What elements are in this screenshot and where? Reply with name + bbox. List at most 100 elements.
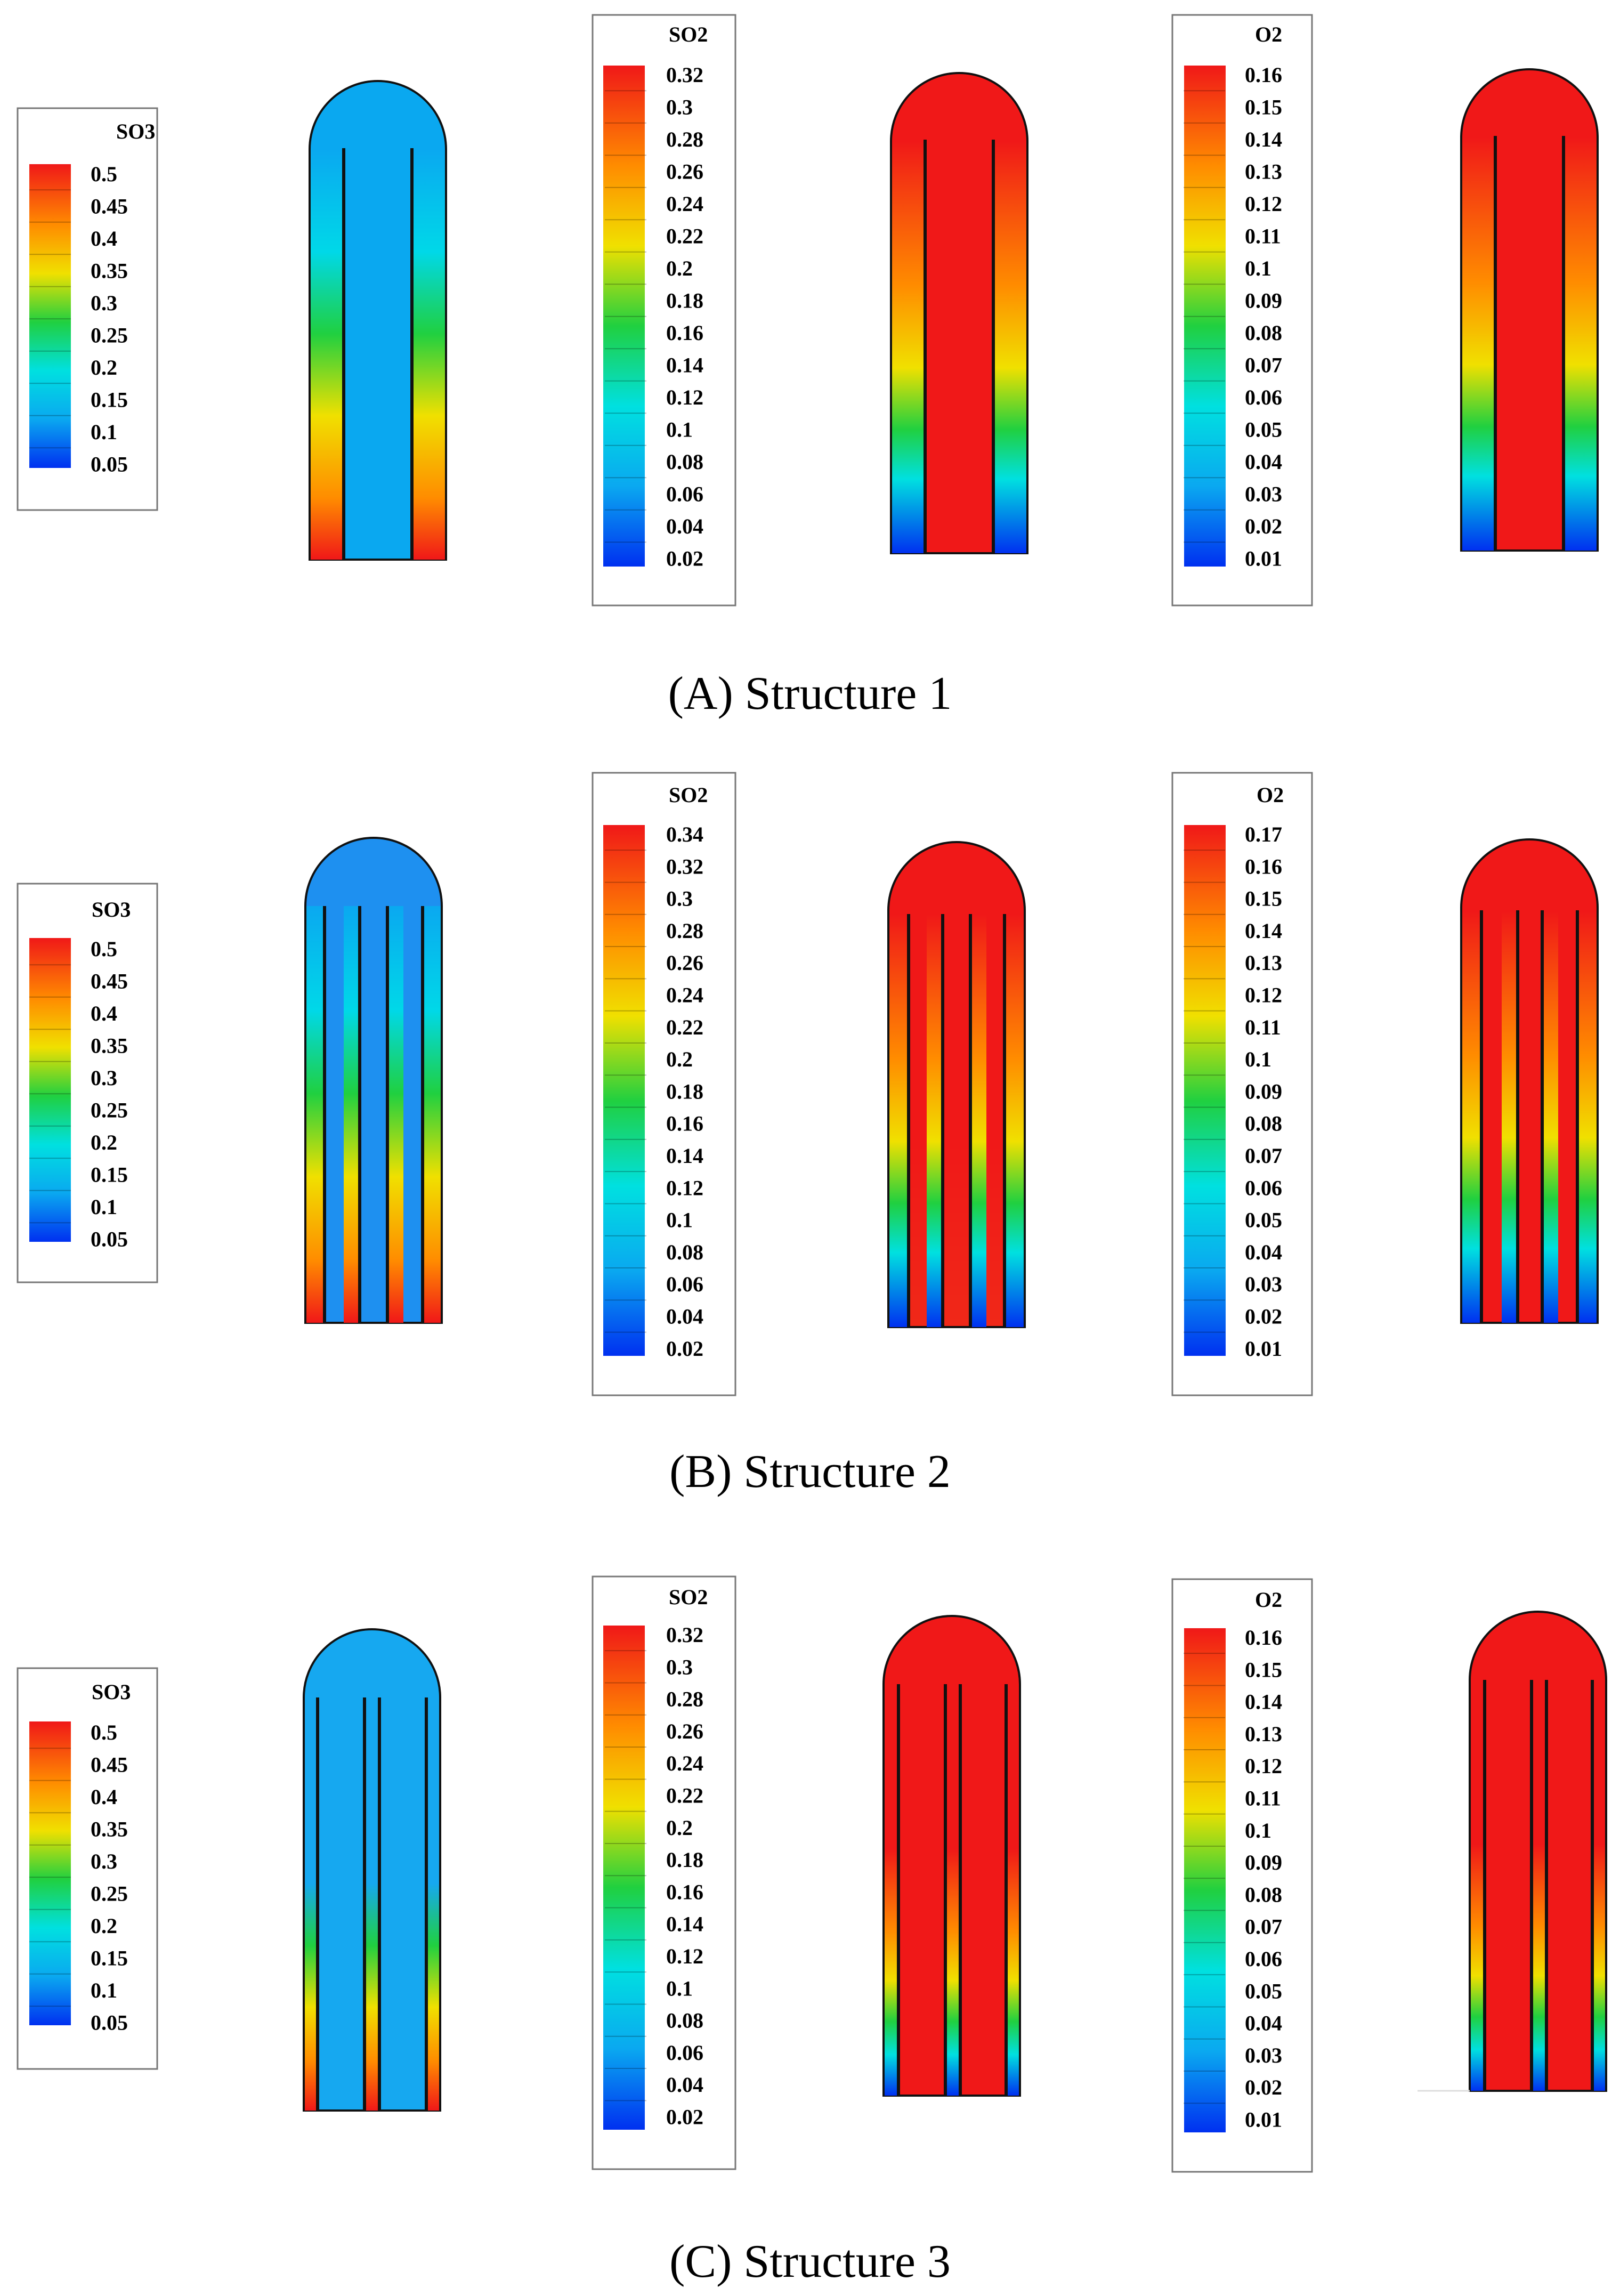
legend-ticks: 0.5 0.45 0.4 0.35 0.3 0.25 0.2 0.15 0.1 0.05	[29, 1720, 128, 2035]
panel-a: SO3 0.50.450.40.350.30.250.20.150.10.05 …	[17, 14, 1599, 719]
legend-tick-label: 0.3	[91, 1849, 117, 1873]
legend-tick-label: 0.45	[91, 969, 128, 993]
legend-tick-label: 0.26	[666, 160, 703, 184]
legend-tick-label: 0.25	[91, 1098, 128, 1122]
legend-tick-label: 0.06	[1245, 1176, 1282, 1200]
legend-tick-label: 0.01	[1245, 2108, 1282, 2132]
legend-title: O2	[1257, 783, 1284, 807]
legend-tick-label: 0.05	[1245, 1979, 1282, 2003]
panel-caption: (C) Structure 3	[669, 2236, 951, 2287]
legend-tick-label: 0.14	[666, 1912, 703, 1936]
legend-tick-label: 0.34	[666, 822, 703, 846]
legend-tick-label: 0.24	[666, 983, 703, 1007]
legend-tick-label: 0.2	[91, 1914, 117, 1938]
legend-tick-label: 0.02	[1245, 1305, 1282, 1329]
legend-tick-label: 0.05	[91, 1227, 128, 1251]
legend-tick-label: 0.3	[666, 95, 693, 119]
legend-tick-label: 0.18	[666, 289, 703, 313]
legend-ticks: 0.32 0.3 0.28 0.26 0.24 0.22 0.2 0.18 0.16 0.14 0.…	[605, 1623, 703, 2129]
contour-o2-c	[1418, 1611, 1607, 2092]
legend-tick-label: 0.06	[1245, 1947, 1282, 1971]
legend-tick-label: 0.45	[91, 1753, 128, 1777]
legend-title: SO2	[669, 22, 708, 46]
legend-tick-label: 0.1	[1245, 1818, 1271, 1842]
legend-ticks: 0.5 0.45 0.4 0.35 0.3 0.25 0.2 0.15 0.1 0.05	[29, 937, 128, 1251]
legend-tick-label: 0.04	[1245, 2011, 1282, 2035]
legend-tick-label: 0.28	[666, 919, 703, 943]
legend-tick-label: 0.35	[91, 1034, 128, 1058]
legend-tick-label: 0.18	[666, 1848, 703, 1872]
legend-title: O2	[1255, 22, 1282, 46]
legend-title: SO3	[92, 898, 131, 921]
legend-tick-label: 0.15	[91, 1163, 128, 1187]
legend-so2-b: SO2 0.340.320.30.280.260.240.220.20.180.…	[592, 772, 736, 1396]
legend-tick-label: 0.07	[1245, 353, 1282, 377]
legend-ticks: 0.32 0.3 0.28 0.26 0.24 0.22 0.2 0.18 0.16 0.14 0.…	[605, 63, 703, 571]
legend-tick-label: 0.1	[91, 1195, 117, 1219]
legend-tick-label: 0.07	[1245, 1915, 1282, 1939]
legend-tick-label: 0.04	[666, 514, 703, 538]
legend-tick-label: 0.01	[1245, 547, 1282, 571]
panel-b: SO3 0.50.450.40.350.30.250.20.150.10.05 …	[17, 772, 1599, 1498]
legend-tick-label: 0.08	[1245, 1112, 1282, 1136]
contour-so2-c	[882, 1615, 1021, 2097]
legend-tick-label: 0.08	[1245, 1882, 1282, 1906]
legend-tick-label: 0.11	[1245, 224, 1281, 248]
legend-tick-label: 0.06	[666, 2041, 703, 2065]
legend-title: O2	[1255, 1588, 1282, 1612]
legend-tick-label: 0.04	[666, 1305, 703, 1329]
legend-tick-label: 0.4	[91, 1001, 117, 1025]
legend-tick-label: 0.12	[1245, 192, 1282, 216]
panel-caption: (B) Structure 2	[669, 1446, 951, 1498]
legend-tick-label: 0.26	[666, 951, 703, 975]
legend-tick-label: 0.15	[1245, 1658, 1282, 1681]
legend-tick-label: 0.12	[1245, 983, 1282, 1007]
legend-tick-label: 0.1	[666, 1976, 693, 2000]
legend-tick-label: 0.3	[91, 291, 117, 315]
legend-ticks: 0.5 0.45 0.4 0.35 0.3 0.25 0.2 0.15 0.1 0.05	[29, 162, 128, 476]
contour-so3-b	[304, 837, 443, 1324]
contour-so3-c	[303, 1628, 441, 2112]
legend-so3-c: SO3 0.5 0.45 0.4 0.35 0.3 0.25 0.2 0.15 0.1 0.05	[17, 1667, 158, 2070]
legend-tick-label: 0.22	[666, 224, 703, 248]
legend-tick-label: 0.09	[1245, 1850, 1282, 1874]
legend-tick-label: 0.02	[1245, 2075, 1282, 2099]
legend-title: SO3	[116, 119, 155, 143]
legend-tick-label: 0.14	[666, 1144, 703, 1168]
legend-tick-label: 0.4	[91, 227, 117, 250]
legend-tick-label: 0.25	[91, 1882, 128, 1906]
legend-tick-label: 0.1	[91, 1978, 117, 2002]
contour-so2-a	[890, 72, 1028, 554]
contour-o2-a	[1460, 68, 1599, 552]
legend-tick-label: 0.04	[1245, 450, 1282, 474]
legend-tick-label: 0.05	[91, 2011, 128, 2035]
legend-tick-label: 0.2	[666, 256, 693, 280]
panel-caption: (A) Structure 1	[668, 668, 952, 719]
legend-tick-label: 0.06	[666, 482, 703, 506]
legend-tick-label: 0.01	[1245, 1337, 1282, 1361]
legend-tick-label: 0.15	[1245, 887, 1282, 911]
legend-tick-label: 0.02	[1245, 514, 1282, 538]
legend-so3-a: SO3 0.5 0.45 0.4 0.35 0.3 0.25 0.2 0.15 0.1 0.05	[17, 107, 158, 511]
legend-tick-label: 0.22	[666, 1784, 703, 1808]
legend-tick-label: 0.13	[1245, 1722, 1282, 1746]
legend-tick-label: 0.05	[1245, 418, 1282, 442]
legend-tick-label: 0.12	[666, 385, 703, 409]
legend-tick-label: 0.05	[1245, 1208, 1282, 1232]
legend-tick-label: 0.24	[666, 1751, 703, 1775]
legend-tick-label: 0.16	[666, 1880, 703, 1904]
legend-tick-label: 0.16	[666, 321, 703, 345]
legend-tick-label: 0.03	[1245, 2043, 1282, 2067]
legend-tick-label: 0.02	[666, 1337, 703, 1361]
legend-tick-label: 0.2	[91, 1130, 117, 1154]
legend-tick-label: 0.14	[1245, 1690, 1282, 1714]
legend-tick-label: 0.06	[666, 1272, 703, 1296]
legend-tick-label: 0.11	[1245, 1015, 1281, 1039]
legend-tick-label: 0.12	[666, 1176, 703, 1200]
legend-tick-label: 0.08	[666, 2009, 703, 2033]
legend-tick-label: 0.2	[91, 355, 117, 379]
legend-tick-label: 0.11	[1245, 1786, 1281, 1810]
legend-tick-label: 0.08	[666, 1240, 703, 1264]
legend-tick-label: 0.32	[666, 854, 703, 878]
legend-tick-label: 0.14	[1245, 919, 1282, 943]
